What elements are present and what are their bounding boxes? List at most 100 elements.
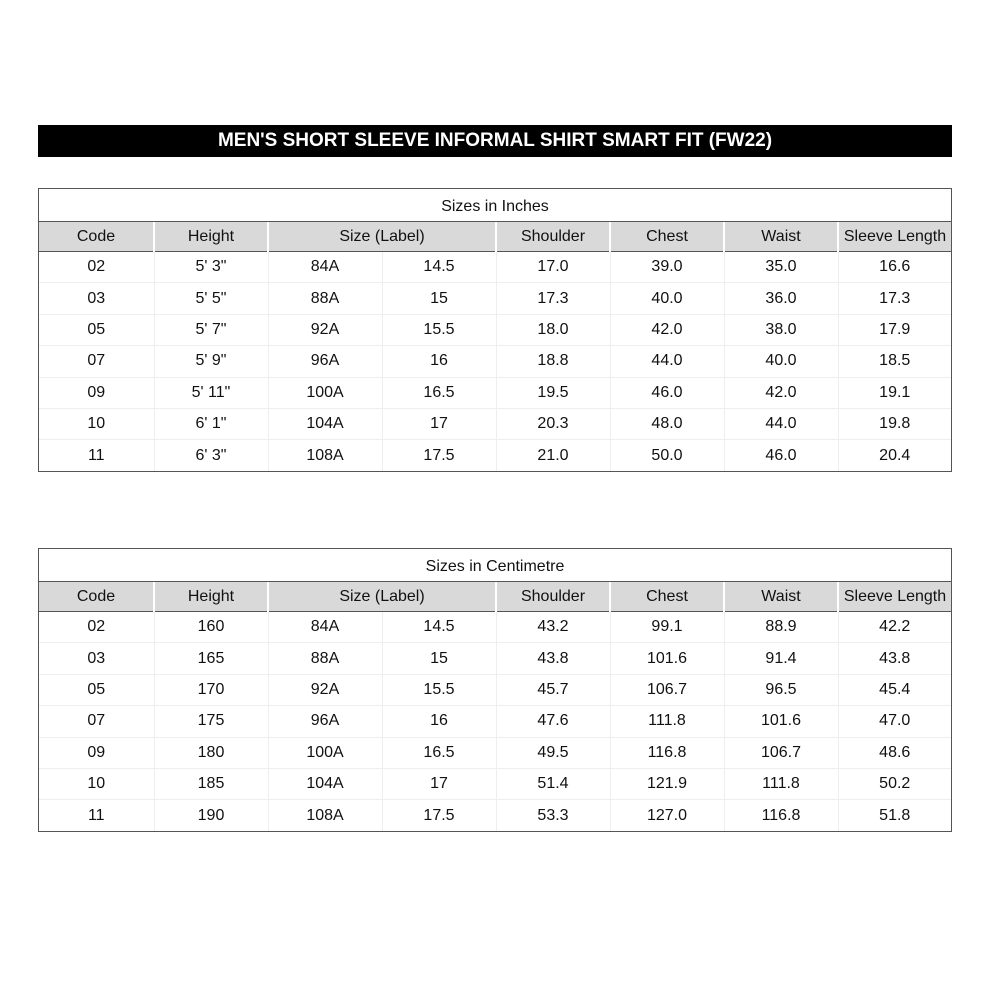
table-cell: 106.7: [723, 736, 838, 769]
table-cell: 104A: [267, 767, 382, 800]
column-header: Shoulder: [495, 222, 610, 252]
table-cell: 48.6: [837, 736, 951, 769]
table-cell: 15.5: [381, 673, 496, 706]
table-caption: Sizes in Inches: [39, 189, 951, 222]
column-header: Size (Label): [267, 582, 496, 612]
table-row: 03 5' 5" 88A 15 17.3 40.0 36.0 17.3: [39, 282, 951, 315]
table-cell: 45.7: [495, 673, 610, 706]
table-cell: 42.0: [723, 376, 838, 409]
table-cell: 18.8: [495, 345, 610, 378]
table-cell: 106.7: [609, 673, 724, 706]
table-cell: 16: [381, 705, 496, 738]
table-row: 11 6' 3" 108A 17.5 21.0 50.0 46.0 20.4: [39, 439, 951, 471]
table-cell: 43.2: [495, 611, 610, 643]
table-cell: 09: [39, 376, 154, 409]
table-cell: 92A: [267, 313, 382, 346]
table-row: 10 185 104A 17 51.4 121.9 111.8 50.2: [39, 767, 951, 800]
column-header: Height: [153, 582, 268, 612]
column-header: Height: [153, 222, 268, 252]
table-row: 07 5' 9" 96A 16 18.8 44.0 40.0 18.5: [39, 345, 951, 378]
table-cell: 84A: [267, 251, 382, 283]
table-cell: 17.3: [837, 282, 951, 315]
table-row: 05 5' 7" 92A 15.5 18.0 42.0 38.0 17.9: [39, 313, 951, 346]
table-cell: 35.0: [723, 251, 838, 283]
table-cell: 19.5: [495, 376, 610, 409]
table-cell: 11: [39, 439, 154, 471]
table-cell: 88A: [267, 642, 382, 675]
table-cell: 96A: [267, 345, 382, 378]
table-cell: 02: [87, 258, 106, 276]
table-cell: 21.0: [495, 439, 610, 471]
table-cell: 02: [87, 618, 106, 636]
table-cell: 10: [39, 767, 154, 800]
table-cell: 47.0: [837, 705, 951, 738]
table-cell: 100A: [267, 376, 382, 409]
table-cell: 05: [39, 313, 154, 346]
header-row: Code Height Size (Label) Shoulder Chest Waist…: [39, 222, 951, 252]
table-row: 03 165 88A 15 43.8 101.6 91.4 43.8: [39, 642, 951, 675]
column-header: Sleeve Length: [837, 582, 951, 612]
column-header: Chest: [609, 582, 724, 612]
table-cell: 108A: [267, 799, 382, 831]
table-cell: 44.0: [723, 407, 838, 440]
table-cell: 101.6: [723, 705, 838, 738]
table-row: 11 190 108A 17.5 53.3 127.0 116.8 51.8: [39, 799, 951, 831]
table-cell: 20.4: [837, 439, 951, 471]
table-cell: 92A: [267, 673, 382, 706]
table-cell: 46.0: [609, 376, 724, 409]
table-cell: 5' 11": [153, 376, 268, 409]
table-cell: 05: [39, 673, 154, 706]
table-cell: 101.6: [609, 642, 724, 675]
table-cell: 20.3: [495, 407, 610, 440]
table-cell: 16.6: [837, 251, 951, 283]
table-cell: 03: [39, 642, 154, 675]
table-cell: 96A: [267, 705, 382, 738]
table-cell: 16.5: [381, 376, 496, 409]
table-cell: 19.8: [837, 407, 951, 440]
table-cell: 43.8: [837, 642, 951, 675]
column-header: Chest: [609, 222, 724, 252]
column-header: Size (Label): [267, 222, 496, 252]
table-cell: 11: [39, 799, 154, 831]
table-cell: 50.0: [609, 439, 724, 471]
table-cell: 111.8: [609, 705, 724, 738]
table-cell: 5' 5": [153, 282, 268, 315]
table-cell: 84A: [267, 611, 382, 643]
table-cell: 18.0: [495, 313, 610, 346]
table-cell: 42.2: [837, 611, 951, 643]
table-cell: 88.9: [723, 611, 838, 643]
table-cell: 16.5: [381, 736, 496, 769]
table-cell: 09: [39, 736, 154, 769]
table-cell: 07: [39, 345, 154, 378]
table-cell: 111.8: [723, 767, 838, 800]
table-row: 09 5' 11" 100A 16.5 19.5 46.0 42.0 19.1: [39, 376, 951, 409]
table-cell: 45.4: [837, 673, 951, 706]
table-cell: 10: [39, 407, 154, 440]
header-row: Code Height Size (Label) Shoulder Chest Waist…: [39, 582, 951, 612]
table-cell: 127.0: [609, 799, 724, 831]
table-cell: 19.1: [837, 376, 951, 409]
table-cell: 165: [153, 642, 268, 675]
table-cell: 17: [381, 407, 496, 440]
table-cell: 185: [153, 767, 268, 800]
table-cell: 49.5: [495, 736, 610, 769]
table-cell: 14.5: [381, 251, 496, 283]
table-cell: 17.5: [381, 439, 496, 471]
table-cell: 43.8: [495, 642, 610, 675]
table-row: 02 5' 3" 84A 14.5 17.0 39.0 35.0 16.6: [39, 251, 951, 283]
table-cell: 15.5: [381, 313, 496, 346]
column-header: Shoulder: [495, 582, 610, 612]
table-cell: 17.0: [495, 251, 610, 283]
table-cell: 116.8: [609, 736, 724, 769]
table-cell: 116.8: [723, 799, 838, 831]
table-row: 05 170 92A 15.5 45.7 106.7 96.5 45.4: [39, 673, 951, 706]
table-cell: 190: [153, 799, 268, 831]
table-cell: 40.0: [609, 282, 724, 315]
table-row: 09 180 100A 16.5 49.5 116.8 106.7 48.6: [39, 736, 951, 769]
table-cell: 50.2: [837, 767, 951, 800]
table-cell: 17.5: [381, 799, 496, 831]
table-cell: 5' 3": [153, 251, 268, 283]
table-cell: 96.5: [723, 673, 838, 706]
table-cell: 18.5: [837, 345, 951, 378]
table-cell: 44.0: [609, 345, 724, 378]
